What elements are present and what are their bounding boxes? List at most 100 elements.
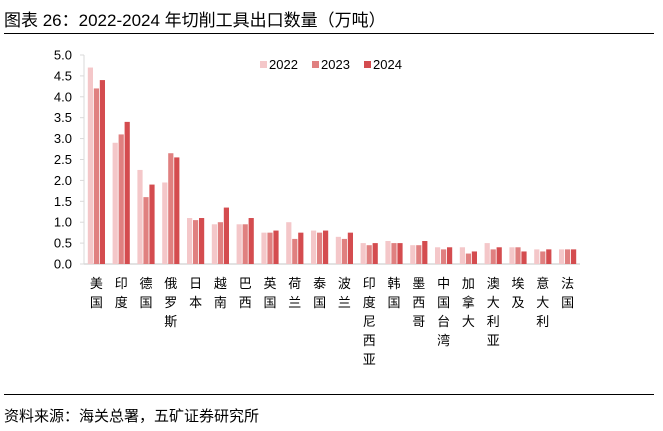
bar-2022-泰国: [311, 230, 317, 264]
bar-2024-中国台湾: [447, 247, 453, 264]
y-tick-label: 5.0: [54, 48, 72, 63]
x-tick-label: 英国: [263, 276, 276, 310]
bar-2022-印度尼西亚: [360, 243, 366, 264]
bar-2024-波兰: [347, 232, 353, 264]
bar-2023-埃及: [515, 247, 521, 264]
x-tick-label: 德国: [139, 276, 152, 310]
bar-2024-荷兰: [298, 232, 304, 264]
x-tick-label: 泰国: [313, 276, 326, 310]
x-tick-label: 澳大利亚: [487, 276, 500, 348]
bar-2023-加拿大: [465, 253, 471, 264]
x-tick-label: 日本: [189, 276, 202, 310]
bar-2024-埃及: [521, 251, 527, 264]
bar-2023-泰国: [317, 232, 323, 264]
y-tick-label: 4.0: [54, 89, 72, 104]
bar-2023-美国: [93, 88, 99, 264]
bar-2023-德国: [143, 197, 149, 264]
bar-2023-俄罗斯: [168, 153, 174, 264]
y-tick-label: 1.5: [54, 194, 72, 209]
y-tick-label: 2.0: [54, 173, 72, 188]
source-note: 资料来源：海关总署，五矿证券研究所: [4, 408, 260, 425]
y-tick-label: 2.5: [54, 152, 72, 167]
legend-swatch-2024: [364, 61, 371, 68]
bar-2022-墨西哥: [410, 245, 416, 264]
bar-2024-韩国: [397, 243, 403, 264]
y-tick-label: 3.0: [54, 131, 72, 146]
x-tick-label: 荷兰: [288, 276, 301, 310]
bar-2023-印度: [118, 134, 124, 264]
x-tick-label: 波兰: [338, 276, 351, 310]
bar-chart: 0.0 0.5 1.0 1.5 2.0 2.5 3.0 3.5 4.0 4.5 5.0 美国印度德国…: [54, 48, 580, 367]
y-axis: 0.0 0.5 1.0 1.5 2.0 2.5 3.0 3.5 4.0 4.5 5.0: [54, 48, 85, 272]
bar-2022-意大利: [534, 249, 540, 264]
bar-2024-巴西: [248, 218, 254, 264]
bar-2024-加拿大: [471, 251, 477, 264]
bar-2022-波兰: [335, 236, 341, 264]
bar-2022-美国: [87, 67, 93, 264]
bar-2022-中国台湾: [435, 247, 441, 264]
y-tick-label: 1.0: [54, 215, 72, 230]
source-divider: [4, 394, 654, 395]
legend-swatch-2023: [312, 61, 319, 68]
bar-2022-法国: [559, 249, 565, 264]
bars: [87, 67, 577, 264]
bar-2022-埃及: [509, 247, 515, 264]
bar-2022-英国: [261, 232, 267, 264]
legend-label: 2023: [321, 57, 350, 72]
bar-2022-澳大利亚: [484, 243, 490, 264]
bar-2024-英国: [273, 230, 279, 264]
bar-2022-越南: [211, 224, 217, 264]
x-tick-label: 中国台湾: [437, 276, 450, 348]
bar-2023-韩国: [391, 243, 397, 264]
bar-2023-波兰: [341, 238, 347, 264]
bar-2022-印度: [112, 142, 118, 264]
x-tick-label: 越南: [214, 276, 227, 310]
bar-2024-越南: [223, 207, 229, 264]
bar-2024-泰国: [323, 230, 329, 264]
x-tick-label: 巴西: [239, 276, 252, 310]
bar-2023-印度尼西亚: [366, 245, 372, 264]
y-tick-label: 4.5: [54, 68, 72, 83]
bar-2024-美国: [99, 80, 105, 264]
bar-2022-加拿大: [459, 247, 465, 264]
bar-2023-法国: [565, 249, 571, 264]
legend-label: 2022: [269, 57, 298, 72]
bar-2022-日本: [187, 218, 193, 264]
bar-2022-德国: [137, 169, 143, 264]
bar-2023-英国: [267, 232, 273, 264]
x-tick-label: 加拿大: [462, 276, 475, 329]
y-tick-label: 0.5: [54, 236, 72, 251]
bar-2022-荷兰: [286, 222, 292, 264]
legend-swatch-2022: [260, 61, 267, 68]
y-tick-label: 3.5: [54, 110, 72, 125]
bar-2023-意大利: [540, 251, 546, 264]
bar-2024-印度尼西亚: [372, 243, 378, 264]
legend: 2022 2023 2024: [260, 57, 402, 72]
x-tick-label: 墨西哥: [412, 276, 425, 329]
bar-2022-俄罗斯: [162, 182, 168, 264]
x-tick-label: 俄罗斯: [164, 276, 177, 329]
bar-2024-澳大利亚: [496, 247, 502, 264]
bar-2024-法国: [571, 249, 577, 264]
x-tick-label: 美国: [90, 276, 103, 310]
bar-2023-越南: [217, 222, 223, 264]
bar-2024-印度: [124, 121, 130, 264]
bar-2022-韩国: [385, 241, 391, 264]
bar-2023-墨西哥: [416, 245, 422, 264]
legend-label: 2024: [373, 57, 402, 72]
x-tick-label: 埃及: [511, 276, 524, 310]
x-tick-label: 韩国: [387, 276, 400, 310]
bar-2024-日本: [199, 218, 205, 264]
x-tick-label: 意大利: [536, 276, 549, 329]
bar-2023-荷兰: [292, 238, 298, 264]
bar-2023-中国台湾: [441, 249, 447, 264]
bar-2023-巴西: [242, 224, 248, 264]
bar-2022-巴西: [236, 224, 242, 264]
x-tick-label: 法国: [561, 276, 574, 310]
x-tick-label: 印度: [115, 276, 128, 310]
bar-2023-日本: [193, 220, 199, 264]
bar-2023-澳大利亚: [490, 249, 496, 264]
bar-2024-墨西哥: [422, 241, 428, 264]
title-divider: [4, 33, 654, 34]
bar-2024-德国: [149, 184, 155, 264]
